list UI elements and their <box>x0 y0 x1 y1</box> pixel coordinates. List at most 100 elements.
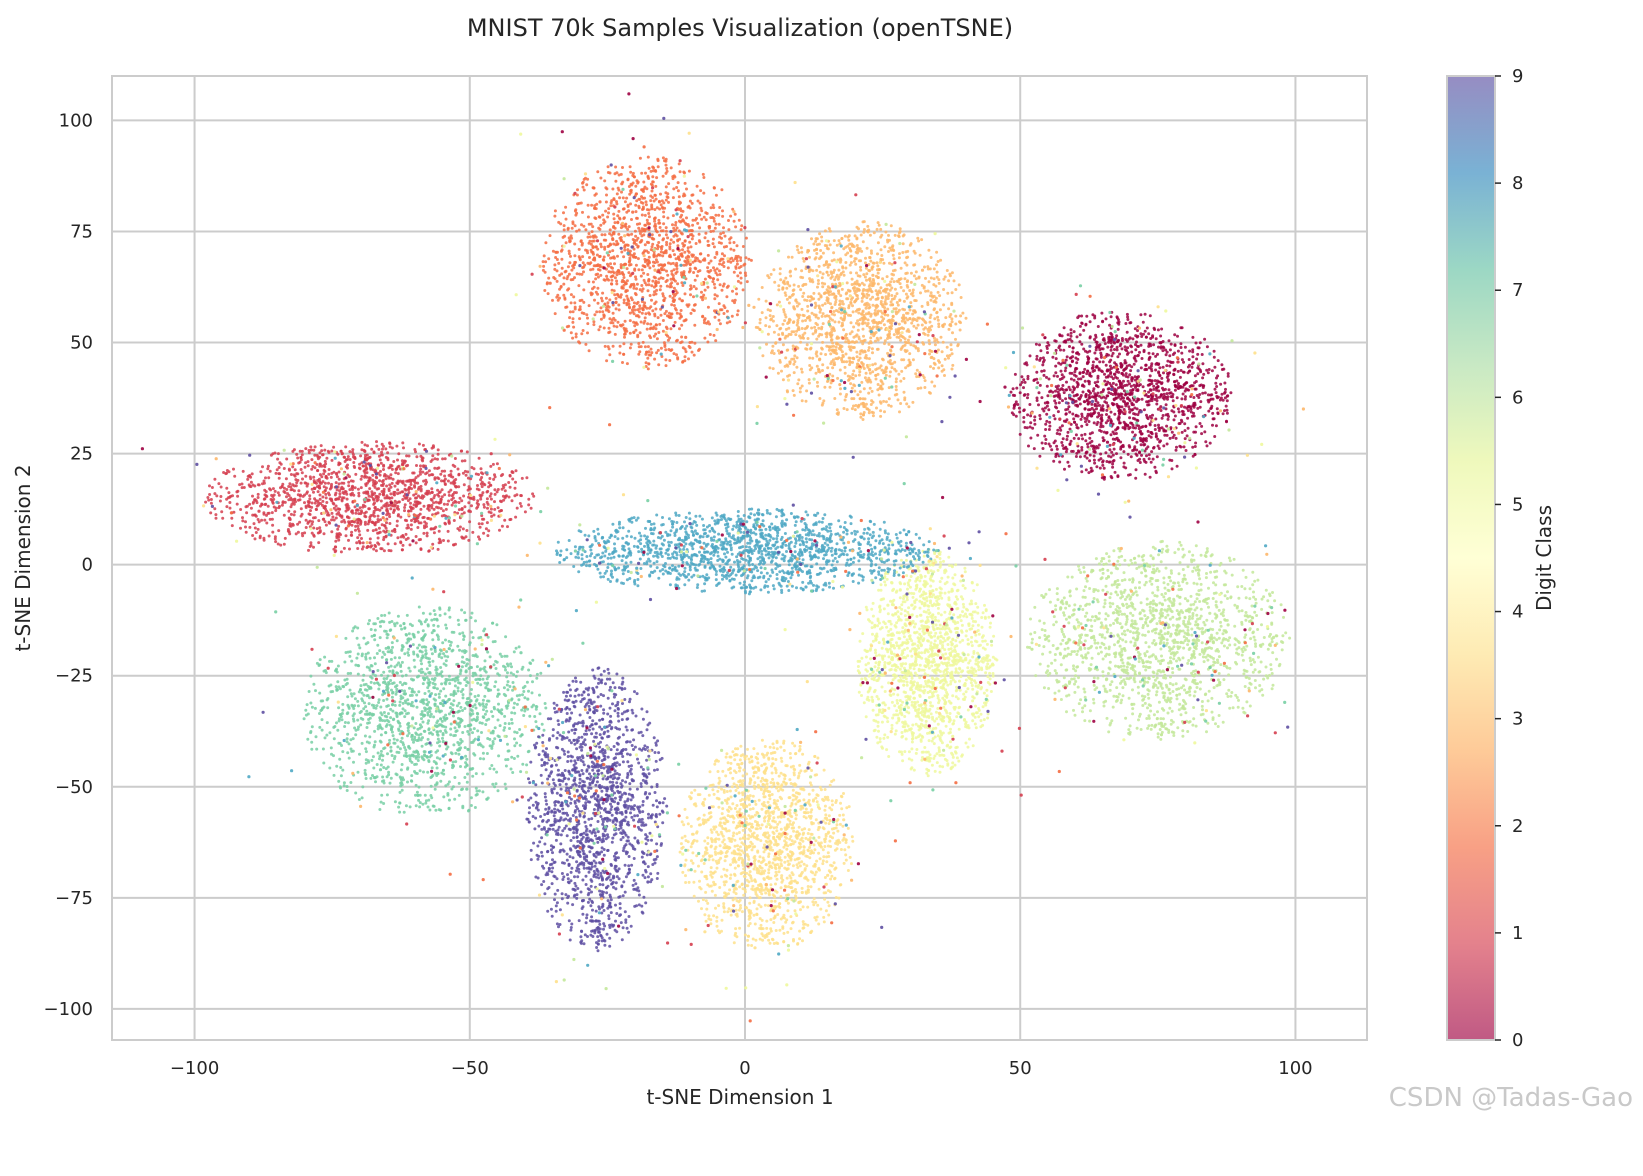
point-digit-1 <box>363 475 367 479</box>
point-digit-0 <box>1098 394 1101 398</box>
point-digit-0 <box>1080 448 1084 452</box>
point-digit-0 <box>1144 367 1148 371</box>
point-digit-2 <box>668 316 672 319</box>
point-digit-2 <box>691 254 695 258</box>
point-digit-2 <box>675 226 679 230</box>
point-digit-0 <box>1098 466 1102 470</box>
point-digit-0 <box>1114 383 1118 387</box>
point-digit-0 <box>1044 438 1048 441</box>
point-digit-0 <box>1119 456 1123 460</box>
point-digit-1 <box>457 501 461 504</box>
point-digit-2 <box>597 215 601 219</box>
point-digit-2 <box>621 272 625 276</box>
point-digit-1 <box>476 484 479 487</box>
point-digit-0 <box>1120 405 1124 409</box>
point-digit-2 <box>584 342 588 346</box>
point-digit-1 <box>462 511 466 515</box>
point-digit-1 <box>365 471 369 475</box>
point-digit-1 <box>466 470 470 474</box>
point-digit-0 <box>1201 362 1205 366</box>
point-digit-0 <box>1171 393 1175 396</box>
point-digit-1 <box>370 447 374 451</box>
point-digit-0 <box>1124 374 1128 378</box>
point-digit-2 <box>694 287 698 291</box>
point-digit-0 <box>1069 334 1073 338</box>
point-digit-0 <box>1190 365 1194 369</box>
point-digit-0 <box>1198 393 1202 396</box>
point-digit-0 <box>1157 447 1161 450</box>
point-digit-2 <box>633 175 636 179</box>
point-digit-1 <box>380 523 384 527</box>
point-digit-1 <box>268 469 272 473</box>
point-digit-0 <box>1076 357 1080 361</box>
point-digit-1 <box>268 517 272 521</box>
point-digit-2 <box>712 186 716 190</box>
point-digit-3 <box>876 388 880 392</box>
point-digit-0 <box>1163 429 1167 433</box>
point-digit-0 <box>1022 416 1026 419</box>
point-digit-0 <box>1061 437 1065 441</box>
point-digit-1 <box>321 499 325 503</box>
point-digit-2 <box>644 312 648 316</box>
point-digit-2 <box>570 226 574 230</box>
point-digit-2 <box>586 331 589 335</box>
point-digit-2 <box>560 257 564 261</box>
point-digit-0 <box>1220 363 1224 367</box>
point-digit-0 <box>1168 360 1172 364</box>
point-digit-1 <box>264 476 267 480</box>
point-digit-2 <box>722 245 726 249</box>
point-digit-1 <box>340 520 344 524</box>
point-digit-1 <box>266 504 270 508</box>
point-digit-0 <box>1213 387 1217 391</box>
point-digit-0 <box>1080 342 1084 346</box>
point-digit-2 <box>649 336 653 340</box>
point-digit-2 <box>603 344 607 348</box>
point-digit-2 <box>659 192 662 196</box>
point-digit-1 <box>210 486 214 489</box>
point-digit-0 <box>1223 381 1227 385</box>
point-digit-2 <box>681 248 684 252</box>
point-digit-0 <box>1128 407 1131 411</box>
point-digit-0 <box>1173 367 1177 371</box>
point-digit-1 <box>256 492 260 496</box>
point-digit-1 <box>430 487 434 491</box>
point-digit-2 <box>646 345 650 349</box>
point-digit-2 <box>682 271 686 275</box>
point-digit-0 <box>1133 327 1137 331</box>
point-digit-1 <box>327 481 330 485</box>
point-digit-2 <box>588 239 592 243</box>
point-digit-0 <box>1201 391 1205 395</box>
point-digit-0 <box>1170 430 1174 434</box>
point-digit-2 <box>629 263 633 267</box>
point-digit-0 <box>1101 425 1105 428</box>
point-digit-1 <box>294 484 298 488</box>
point-digit-1 <box>253 537 257 541</box>
point-digit-0 <box>1088 336 1092 340</box>
point-digit-2 <box>723 254 726 258</box>
point-digit-2 <box>651 279 655 283</box>
point-digit-0 <box>1146 403 1150 407</box>
point-digit-2 <box>621 207 625 211</box>
point-digit-1 <box>416 519 420 523</box>
point-digit-2 <box>664 325 668 329</box>
point-digit-1 <box>271 500 275 504</box>
point-digit-0 <box>1163 433 1167 437</box>
point-digit-0 <box>1077 450 1081 454</box>
point-digit-3 <box>820 235 824 239</box>
point-digit-1 <box>311 520 315 524</box>
point-digit-1 <box>527 503 531 507</box>
point-digit-1 <box>486 534 490 538</box>
point-digit-2 <box>573 242 577 246</box>
point-digit-2 <box>726 266 730 270</box>
point-digit-2 <box>702 215 706 219</box>
point-digit-0 <box>1100 396 1103 400</box>
point-digit-1 <box>390 481 394 485</box>
point-digit-1 <box>495 490 499 494</box>
point-digit-0 <box>1166 372 1169 375</box>
point-digit-3 <box>890 272 894 276</box>
point-digit-0 <box>1060 373 1064 377</box>
point-digit-1 <box>214 513 218 517</box>
point-digit-1 <box>367 476 371 480</box>
point-digit-1 <box>322 506 326 509</box>
point-digit-1 <box>449 474 453 478</box>
